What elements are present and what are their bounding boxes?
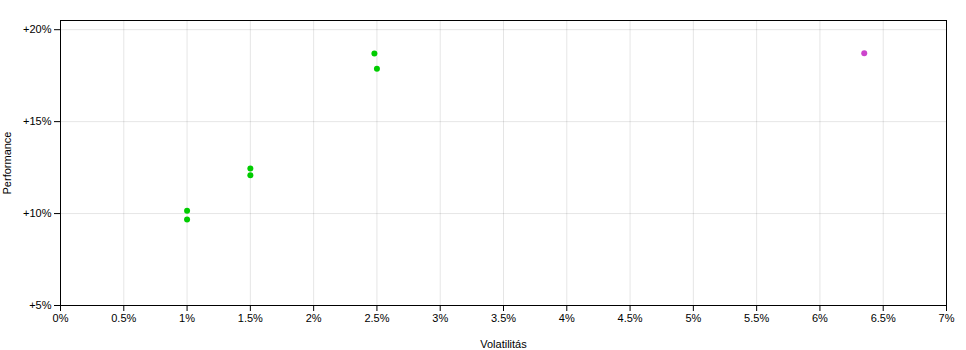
svg-text:Volatilitás: Volatilitás xyxy=(480,338,527,350)
svg-text:5%: 5% xyxy=(685,312,701,324)
svg-text:3%: 3% xyxy=(432,312,448,324)
svg-text:0%: 0% xyxy=(53,312,69,324)
svg-text:Performance: Performance xyxy=(1,132,13,195)
svg-text:2.5%: 2.5% xyxy=(364,312,389,324)
svg-text:3.5%: 3.5% xyxy=(491,312,516,324)
svg-text:+10%: +10% xyxy=(23,207,52,219)
svg-text:6.5%: 6.5% xyxy=(871,312,896,324)
svg-text:6%: 6% xyxy=(812,312,828,324)
svg-text:0.5%: 0.5% xyxy=(111,312,136,324)
svg-text:1.5%: 1.5% xyxy=(238,312,263,324)
svg-text:5.5%: 5.5% xyxy=(744,312,769,324)
svg-text:2%: 2% xyxy=(306,312,322,324)
svg-text:+20%: +20% xyxy=(23,23,52,35)
svg-text:7%: 7% xyxy=(939,312,955,324)
svg-text:4%: 4% xyxy=(559,312,575,324)
svg-text:+5%: +5% xyxy=(29,299,52,311)
svg-text:1%: 1% xyxy=(179,312,195,324)
svg-text:+15%: +15% xyxy=(23,115,52,127)
svg-text:4.5%: 4.5% xyxy=(618,312,643,324)
